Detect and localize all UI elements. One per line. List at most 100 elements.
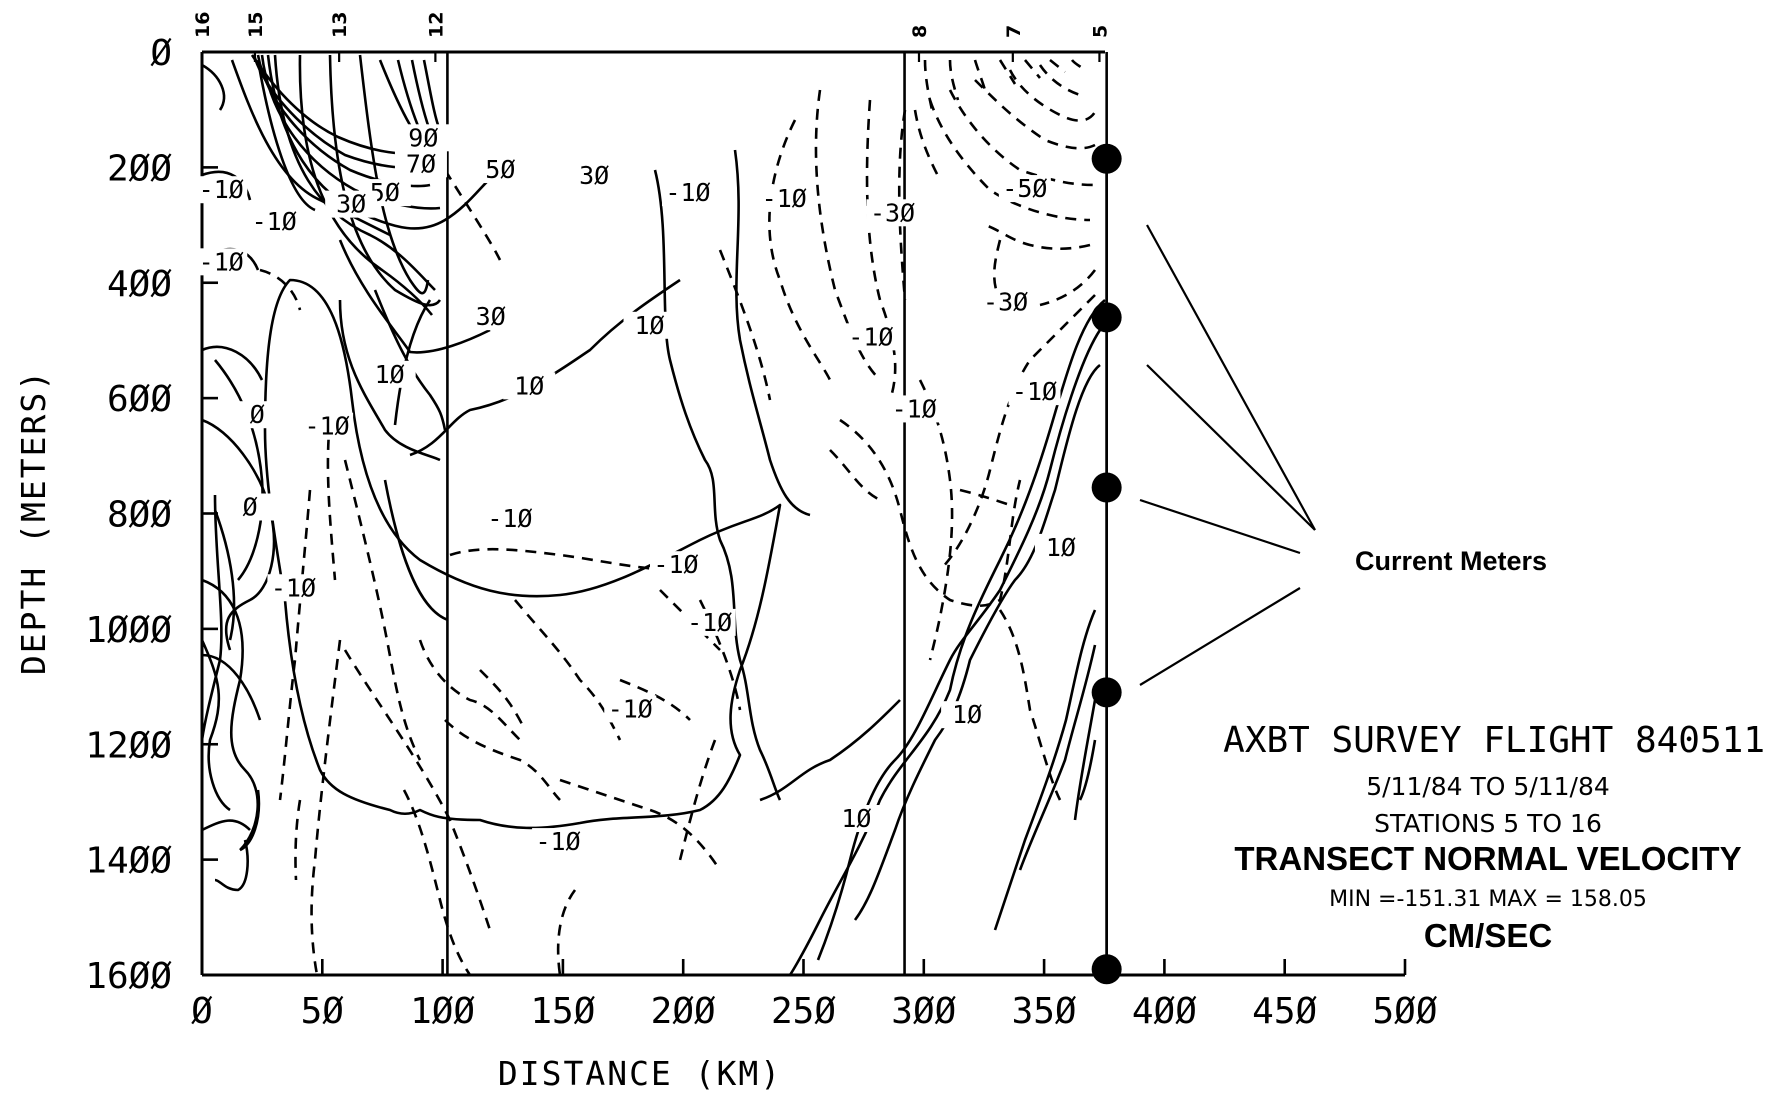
y-tick-label: 12ØØ: [85, 725, 172, 766]
current-meter-dot: [1091, 677, 1122, 708]
contour-line: [1070, 59, 1086, 72]
contour-label-bg: [830, 805, 883, 833]
variable-title: TRANSECT NORMAL VELOCITY: [1234, 840, 1741, 877]
min-max: MIN =-151.31 MAX = 158.05: [1329, 887, 1647, 912]
x-tick-label: 2ØØ: [651, 991, 716, 1032]
contour-line: [559, 778, 722, 871]
contour-line: [418, 639, 521, 741]
contour-label: 3Ø: [476, 302, 506, 331]
contour-line: [294, 799, 302, 881]
contour-line: [263, 278, 782, 830]
contour-line: [1024, 59, 1041, 79]
contour-line: [343, 459, 422, 761]
contour-line: [259, 268, 302, 311]
contour-label-bg: [503, 372, 556, 400]
contour-label: Ø: [243, 493, 258, 522]
contour-line: [278, 489, 312, 801]
contour-line: [214, 359, 264, 581]
contour-label-bg: [363, 360, 416, 388]
contour-label-bg: [568, 161, 621, 189]
contour-label-bg: [758, 184, 811, 212]
contour-line: [328, 54, 442, 307]
contour-line: [201, 418, 276, 651]
contour-label: 1Ø: [375, 360, 405, 389]
contour-line: [256, 59, 316, 212]
contour-line: [338, 299, 441, 462]
contour-line: [310, 639, 342, 981]
pointer-line: [1139, 498, 1301, 555]
contour-label-bg: [888, 395, 941, 423]
contour-label: 7Ø: [406, 149, 436, 178]
contour-line: [913, 109, 942, 181]
contour-line: [619, 678, 691, 721]
current-meter-dot: [1091, 954, 1122, 985]
contour-label: -1Ø: [892, 394, 937, 423]
pointer-line: [1139, 587, 1301, 686]
current-meter-dot: [1091, 472, 1122, 503]
contour-line: [1073, 699, 1097, 821]
contour-line: [479, 669, 527, 731]
survey-title: AXBT SURVEY FLIGHT 840511: [1223, 720, 1765, 761]
station-label: 5: [1089, 25, 1111, 38]
contour-line: [865, 99, 897, 401]
contour-line: [918, 379, 954, 661]
contour-label-bg: [1034, 533, 1087, 561]
y-tick-label: 16ØØ: [85, 956, 172, 997]
contour-label-bg: [604, 695, 657, 723]
contour-label: 5Ø: [485, 155, 515, 184]
y-tick-label: 2ØØ: [107, 148, 172, 189]
contour-line: [1038, 64, 1081, 97]
x-tick-label: 5Ø: [301, 991, 345, 1032]
contour-line: [1078, 739, 1097, 801]
contour-label-bg: [998, 175, 1051, 203]
stations-range: STATIONS 5 TO 16: [1374, 809, 1602, 838]
contour-label: -1Ø: [305, 412, 350, 441]
contour-label: -1Ø: [536, 827, 581, 856]
contour-label-bg: [394, 150, 447, 178]
contour-label-bg: [474, 156, 527, 184]
contour-line: [853, 363, 1101, 921]
contour-line: [948, 59, 960, 101]
y-tick-label: 1ØØØ: [85, 610, 172, 651]
contour-line: [759, 699, 901, 802]
contour-label: 1Ø: [952, 700, 982, 729]
y-tick-label: 8ØØ: [107, 495, 172, 536]
contour-label: 3Ø: [336, 190, 366, 219]
contour-line: [298, 54, 434, 316]
x-axis-ticks: Ø 5Ø 1ØØ 15Ø 2ØØ 25Ø 3ØØ 35Ø 4ØØ 45Ø 5ØØ: [191, 959, 1438, 1032]
contour-line: [923, 59, 934, 111]
pointer-line: [1146, 364, 1316, 531]
contour-line: [1049, 58, 1066, 74]
station-label: 8: [909, 25, 931, 38]
contour-line: [1008, 69, 1097, 122]
contour-line: [444, 719, 561, 801]
contour-line: [409, 278, 681, 457]
contour-line: [402, 789, 472, 976]
contour-label: -5Ø: [1002, 174, 1047, 203]
y-tick-label: 4ØØ: [107, 264, 172, 305]
contour-line: [974, 79, 1096, 150]
contour-label-bg: [979, 288, 1032, 316]
contour-label-bg: [941, 701, 994, 729]
contour-line: [998, 609, 1062, 801]
current-meter-dot: [1091, 302, 1122, 333]
current-meters-label: Current Meters: [1355, 546, 1547, 576]
contour-line: [556, 889, 577, 976]
contour-line: [214, 839, 249, 892]
x-tick-label: 5ØØ: [1372, 991, 1437, 1032]
contour-line: [383, 479, 449, 622]
contour-line: [928, 99, 1091, 222]
x-axis-title: DISTANCE (KM): [498, 1054, 782, 1093]
x-tick-label: 45Ø: [1252, 991, 1317, 1032]
contour-line: [239, 789, 261, 852]
contour-label-bg: [649, 551, 702, 579]
contour-label: 1Ø: [634, 311, 664, 340]
contour-line: [201, 63, 226, 111]
contour-line: [1039, 269, 1097, 307]
x-tick-label: 3ØØ: [891, 991, 956, 1032]
y-tick-label: 6ØØ: [107, 379, 172, 420]
contour-label: -1Ø: [199, 175, 244, 204]
contour-label: -3Ø: [983, 288, 1028, 317]
